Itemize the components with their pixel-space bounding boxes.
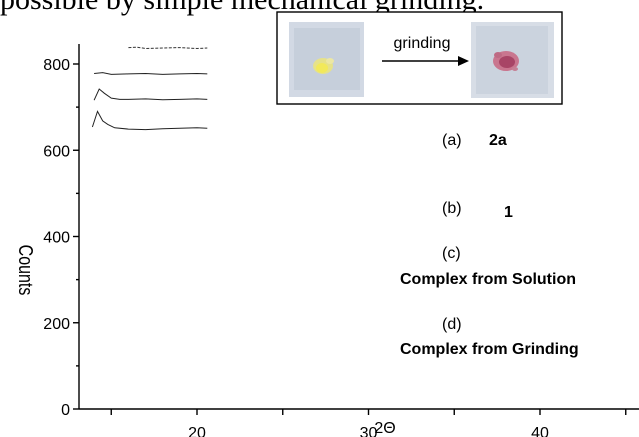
pattern-traces — [91, 46, 208, 131]
x-tick-label: 30 — [360, 425, 378, 437]
series-b-tag: (b) — [442, 200, 462, 217]
y-axis-label: Counts — [15, 245, 37, 296]
series-a-name: 2a — [489, 132, 507, 149]
y-tick-label: 0 — [61, 402, 70, 419]
series-c-name: Complex from Solution — [400, 271, 576, 288]
arrowhead-icon — [458, 56, 469, 66]
series-labels: (a) 2a (b) 1 (c) Complex from Solution (… — [400, 132, 579, 358]
pattern-trace-c — [93, 88, 208, 101]
series-c-tag: (c) — [442, 245, 461, 262]
y-tick-label: 200 — [43, 316, 70, 333]
caption-text: possible by simple mechanical grinding. — [0, 0, 639, 15]
x-tick-label: 20 — [188, 425, 206, 437]
x-axis-label: 2Θ — [374, 420, 395, 437]
y-tick-label: 400 — [43, 230, 70, 247]
pattern-trace-b — [94, 72, 208, 75]
x-tick-label: 40 — [531, 425, 549, 437]
grinding-label: grinding — [394, 35, 451, 52]
photo-before-grinding — [289, 22, 364, 97]
photo-after-grinding — [471, 22, 554, 98]
series-b-name: 1 — [504, 204, 513, 221]
series-d-tag: (d) — [442, 316, 462, 333]
pattern-trace-d — [91, 110, 208, 131]
y-axis-label-text: Counts — [15, 245, 37, 296]
pattern-trace-a — [128, 46, 208, 50]
inset-panel: grinding — [276, 11, 563, 105]
series-d-name: Complex from Grinding — [400, 341, 579, 358]
y-tick-label: 600 — [43, 143, 70, 160]
x-ticks: 20 30 40 — [110, 409, 627, 437]
y-ticks: 0 200 400 600 800 — [43, 57, 79, 419]
y-tick-label: 800 — [43, 57, 70, 74]
series-a-tag: (a) — [442, 132, 462, 149]
